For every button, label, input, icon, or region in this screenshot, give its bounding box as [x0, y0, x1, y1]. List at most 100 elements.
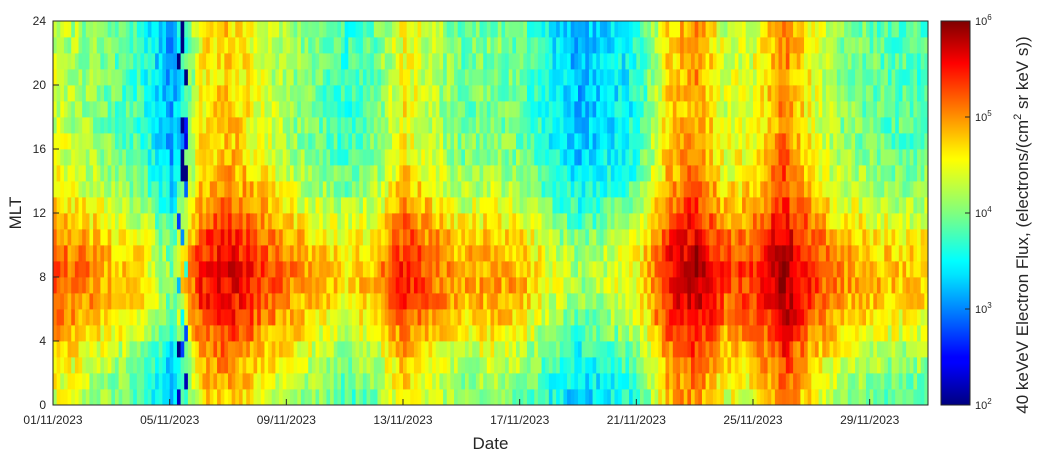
heatmap-cell	[242, 165, 247, 182]
heatmap-cell	[552, 373, 557, 390]
heatmap-cell	[246, 373, 251, 390]
heatmap-cell	[497, 357, 502, 374]
heatmap-cell	[654, 69, 659, 86]
heatmap-cell	[60, 325, 65, 342]
heatmap-cell	[581, 309, 586, 326]
heatmap-cell	[206, 325, 211, 342]
heatmap-cell	[672, 85, 677, 102]
heatmap-cell	[479, 325, 484, 342]
heatmap-cell	[257, 101, 262, 118]
heatmap-cell	[118, 37, 123, 54]
heatmap-cell	[129, 69, 134, 86]
heatmap-cell	[220, 37, 225, 54]
heatmap-cell	[479, 341, 484, 358]
heatmap-cell	[118, 181, 123, 198]
heatmap-cell	[596, 373, 601, 390]
heatmap-cell	[734, 373, 739, 390]
heatmap-cell	[669, 181, 674, 198]
heatmap-cell	[224, 69, 229, 86]
heatmap-cell	[796, 293, 801, 310]
heatmap-cell	[96, 389, 101, 406]
heatmap-cell	[56, 69, 61, 86]
heatmap-cell	[162, 149, 167, 166]
heatmap-cell	[60, 373, 65, 390]
heatmap-cell	[133, 293, 138, 310]
heatmap-cell	[669, 309, 674, 326]
heatmap-cell	[464, 69, 470, 86]
heatmap-cell	[545, 53, 550, 70]
heatmap-cell	[89, 213, 94, 230]
heatmap-cell	[537, 69, 542, 86]
heatmap-cell	[373, 261, 378, 278]
heatmap-cell	[639, 37, 645, 54]
heatmap-cell	[676, 165, 681, 182]
heatmap-cell	[206, 101, 211, 118]
heatmap-cell	[658, 341, 663, 358]
heatmap-cell	[599, 101, 604, 118]
heatmap-cell	[570, 229, 575, 246]
heatmap-cell	[264, 101, 269, 118]
heatmap-cell	[330, 277, 335, 294]
heatmap-cell	[74, 85, 79, 102]
heatmap-cell	[727, 37, 732, 54]
heatmap-cell	[454, 325, 459, 342]
heatmap-cell	[74, 293, 79, 310]
heatmap-cell	[698, 101, 703, 118]
heatmap-cell	[67, 325, 72, 342]
heatmap-cell	[457, 197, 462, 214]
heatmap-cell	[114, 181, 120, 198]
heatmap-cell	[293, 133, 298, 150]
heatmap-cell	[647, 309, 652, 326]
heatmap-cell	[125, 21, 130, 38]
heatmap-cell	[486, 341, 491, 358]
heatmap-cell	[486, 165, 491, 182]
heatmap-cell	[723, 181, 728, 198]
heatmap-cell	[727, 261, 732, 278]
heatmap-cell	[636, 149, 641, 166]
heatmap-cell	[144, 261, 149, 278]
heatmap-cell	[373, 133, 378, 150]
heatmap-cell	[556, 133, 561, 150]
heatmap-cell	[289, 149, 295, 166]
heatmap-cell	[683, 133, 688, 150]
heatmap-cell	[486, 213, 491, 230]
heatmap-cell	[676, 85, 681, 102]
heatmap-cell	[516, 309, 521, 326]
heatmap-cell	[472, 245, 477, 262]
heatmap-cell	[133, 357, 138, 374]
heatmap-cell	[395, 309, 400, 326]
heatmap-cell	[647, 341, 652, 358]
heatmap-cell	[654, 117, 659, 134]
heatmap-cell	[753, 277, 758, 294]
heatmap-cell	[268, 357, 273, 374]
heatmap-cell	[505, 389, 510, 406]
heatmap-cell	[559, 197, 564, 214]
heatmap-cell	[271, 293, 276, 310]
heatmap-cell	[618, 117, 623, 134]
heatmap-cell	[191, 197, 196, 214]
heatmap-cell	[599, 53, 604, 70]
heatmap-cell	[592, 229, 597, 246]
heatmap-cell	[275, 293, 280, 310]
heatmap-cell	[362, 133, 367, 150]
heatmap-cell	[297, 69, 302, 86]
heatmap-cell	[213, 69, 218, 86]
heatmap-cell	[235, 21, 240, 38]
heatmap-cell	[246, 53, 251, 70]
heatmap-cell	[734, 245, 739, 262]
heatmap-cell	[362, 293, 367, 310]
heatmap-cell	[180, 373, 185, 390]
heatmap-cell	[446, 325, 451, 342]
heatmap-cell	[537, 21, 542, 38]
heatmap-cell	[581, 21, 586, 38]
heatmap-cell	[807, 357, 812, 374]
heatmap-cell	[778, 293, 783, 310]
heatmap-cell	[166, 309, 171, 326]
heatmap-cell	[78, 213, 83, 230]
heatmap-cell	[720, 21, 725, 38]
heatmap-cell	[698, 85, 703, 102]
heatmap-cell	[373, 341, 378, 358]
heatmap-cell	[793, 357, 798, 374]
heatmap-cell	[114, 277, 120, 294]
heatmap-cell	[501, 197, 506, 214]
